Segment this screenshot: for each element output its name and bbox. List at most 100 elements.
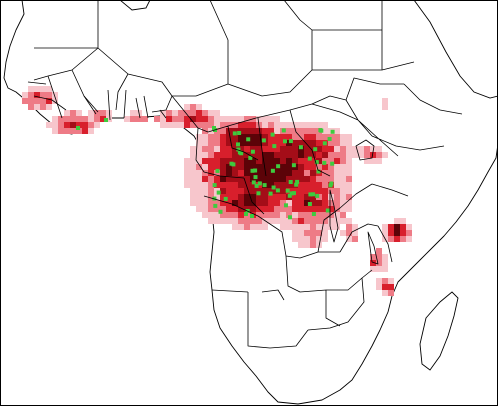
likelihood-cell [262, 194, 268, 200]
occurrence-point [316, 169, 321, 174]
likelihood-cell [208, 140, 214, 146]
likelihood-cell [160, 122, 166, 128]
likelihood-cell [262, 140, 268, 146]
likelihood-cell [292, 152, 298, 158]
likelihood-cell [310, 176, 316, 182]
likelihood-cell [274, 134, 280, 140]
occurrence-point [236, 142, 240, 147]
likelihood-cell [196, 152, 202, 158]
likelihood-cell [316, 134, 322, 140]
occurrence-point [313, 147, 318, 152]
likelihood-cell [292, 224, 298, 230]
likelihood-cell [346, 230, 352, 236]
likelihood-cell [226, 146, 232, 152]
likelihood-cell [46, 86, 52, 92]
occurrence-point [285, 188, 290, 193]
likelihood-cell [34, 92, 40, 98]
likelihood-cell [298, 182, 304, 188]
likelihood-cell [376, 248, 382, 254]
likelihood-cell [322, 164, 328, 170]
likelihood-cell [52, 92, 58, 98]
occurrence-point [229, 161, 234, 166]
iberia-fragment [119, 0, 151, 11]
likelihood-cell [214, 200, 220, 206]
likelihood-cell [244, 170, 250, 176]
likelihood-cell [268, 182, 274, 188]
likelihood-cell [292, 200, 298, 206]
likelihood-cell [304, 236, 310, 242]
likelihood-cell [58, 116, 64, 122]
likelihood-cell [298, 164, 304, 170]
likelihood-cell [340, 152, 346, 158]
likelihood-cell [406, 224, 412, 230]
likelihood-cell [208, 212, 214, 218]
likelihood-cell [208, 194, 214, 200]
occurrence-point [257, 181, 262, 186]
likelihood-cell [286, 122, 292, 128]
likelihood-cell [28, 98, 34, 104]
likelihood-cell [364, 158, 370, 164]
likelihood-cell [82, 122, 88, 128]
likelihood-cell [226, 134, 232, 140]
occurrence-point [291, 163, 296, 168]
likelihood-cell [106, 116, 112, 122]
likelihood-cell [226, 170, 232, 176]
likelihood-cell [310, 230, 316, 236]
likelihood-cell [292, 236, 298, 242]
occurrence-point [237, 131, 242, 135]
likelihood-cell [268, 152, 274, 158]
likelihood-cell [220, 134, 226, 140]
likelihood-cell [298, 140, 304, 146]
likelihood-cell [292, 122, 298, 128]
occurrence-point [322, 160, 327, 165]
likelihood-cell [136, 116, 142, 122]
likelihood-cell [322, 218, 328, 224]
likelihood-cell [328, 218, 334, 224]
likelihood-cell [340, 218, 346, 224]
likelihood-cell [292, 128, 298, 134]
occurrence-point [262, 183, 267, 188]
likelihood-cell [268, 140, 274, 146]
likelihood-cell [238, 200, 244, 206]
likelihood-cell [382, 230, 388, 236]
likelihood-cell [286, 152, 292, 158]
likelihood-cell [244, 176, 250, 182]
occurrence-point [294, 182, 299, 187]
likelihood-cell [274, 182, 280, 188]
likelihood-cell [316, 176, 322, 182]
likelihood-cell [304, 176, 310, 182]
likelihood-cell [238, 212, 244, 218]
likelihood-cell [238, 122, 244, 128]
likelihood-cell [274, 152, 280, 158]
likelihood-cell [346, 176, 352, 182]
likelihood-cell [220, 176, 226, 182]
likelihood-cell [238, 116, 244, 122]
madagascar-island [419, 291, 459, 371]
likelihood-cell [250, 134, 256, 140]
likelihood-cell [322, 152, 328, 158]
likelihood-cell [322, 128, 328, 134]
likelihood-cell [262, 206, 268, 212]
likelihood-cell [202, 194, 208, 200]
likelihood-cell [190, 194, 196, 200]
likelihood-cell [250, 176, 256, 182]
likelihood-cell [70, 116, 76, 122]
occurrence-point [288, 180, 293, 184]
likelihood-cell [340, 170, 346, 176]
likelihood-cell [244, 134, 250, 140]
likelihood-cell [322, 236, 328, 242]
likelihood-cell [202, 152, 208, 158]
likelihood-cell [316, 140, 322, 146]
likelihood-cell [280, 164, 286, 170]
occurrence-point [288, 215, 292, 220]
likelihood-cell [232, 152, 238, 158]
likelihood-cell [340, 230, 346, 236]
likelihood-cell [196, 110, 202, 116]
likelihood-cell [382, 260, 388, 266]
likelihood-cell [406, 230, 412, 236]
likelihood-cell [370, 152, 376, 158]
likelihood-cell [328, 152, 334, 158]
likelihood-cell [196, 200, 202, 206]
likelihood-cell [196, 206, 202, 212]
